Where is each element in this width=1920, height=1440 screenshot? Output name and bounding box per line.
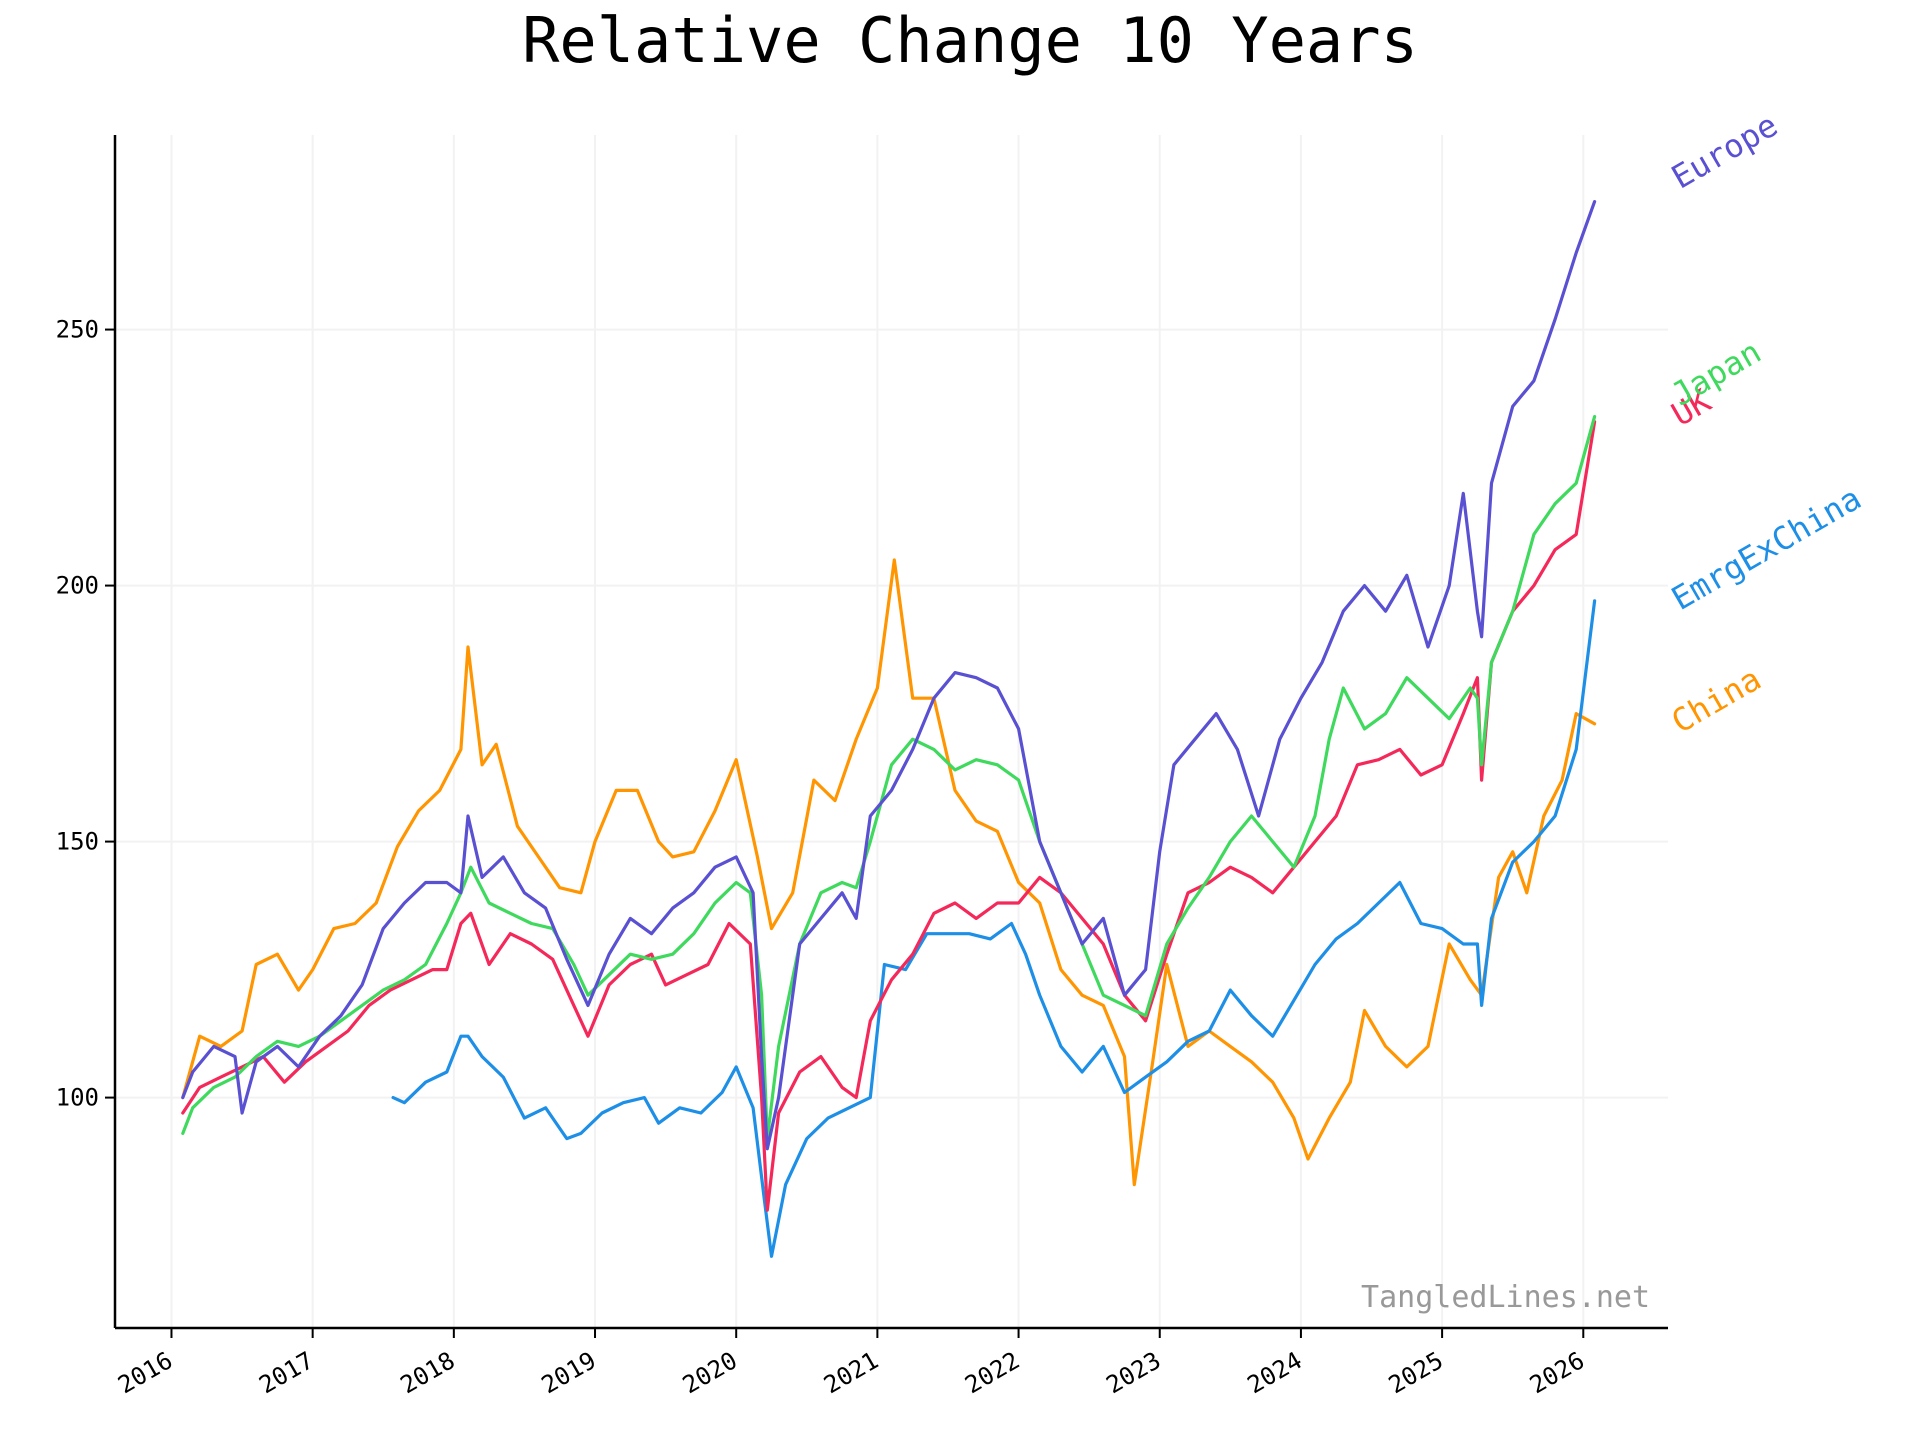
y-tick-label: 250 <box>56 316 99 344</box>
y-tick-label: 150 <box>56 828 99 856</box>
series-lines <box>181 200 1597 1258</box>
series-label-china: China <box>1665 660 1767 741</box>
x-tick-label: 2023 <box>1101 1346 1165 1399</box>
series-line-japan <box>181 415 1597 1141</box>
y-tick-label: 100 <box>56 1084 99 1112</box>
grid <box>115 135 1668 1328</box>
y-tick-label: 200 <box>56 572 99 600</box>
series-line-emrgexchina <box>391 599 1597 1258</box>
chart-title: Relative Change 10 Years <box>522 4 1418 77</box>
series-line-uk <box>181 420 1597 1212</box>
series-line-china <box>181 558 1597 1187</box>
series-label-emrgexchina: EmrgExChina <box>1665 479 1868 618</box>
x-tick-label: 2022 <box>960 1346 1024 1399</box>
x-tick-label: 2016 <box>113 1346 177 1399</box>
x-tick-label: 2019 <box>537 1346 601 1399</box>
x-tick-label: 2025 <box>1384 1346 1448 1399</box>
axes <box>113 135 1668 1330</box>
series-label-europe: Europe <box>1665 106 1784 197</box>
series-label-japan: Japan <box>1665 332 1767 413</box>
watermark: TangledLines.net <box>1361 1280 1650 1315</box>
series-line-europe <box>181 200 1597 1151</box>
x-tick-label: 2020 <box>678 1346 742 1399</box>
x-axis-ticks: 2016 2017 2018 2019 2020 2021 2022 2023 2024 2025… <box>113 1328 1589 1399</box>
x-tick-label: 2018 <box>396 1346 460 1399</box>
x-tick-label: 2021 <box>819 1346 883 1399</box>
y-axis-ticks: 100 150 200 250 <box>56 316 115 1112</box>
x-tick-label: 2017 <box>254 1346 318 1399</box>
x-tick-label: 2024 <box>1243 1346 1307 1399</box>
x-tick-label: 2026 <box>1525 1346 1589 1399</box>
